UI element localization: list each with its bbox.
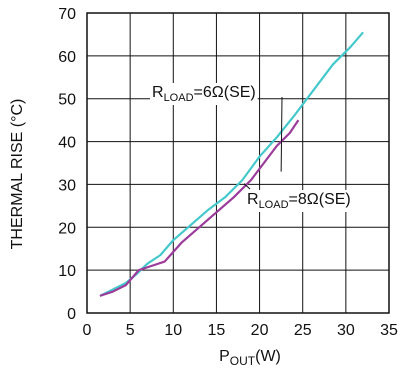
y-tick-label: 10 (58, 263, 76, 280)
annotation-6ohm-subscript: LOAD (164, 92, 194, 104)
annotation-6ohm-value: =6Ω(SE) (194, 84, 256, 101)
x-tick-label: 10 (164, 322, 182, 339)
x-tick-labels: 0 5 10 15 20 25 30 35 (83, 322, 398, 339)
annotation-8ohm: RLOAD=8Ω(SE) (247, 191, 351, 211)
x-tick-label: 35 (380, 322, 398, 339)
x-axis-title-p: P (219, 348, 230, 365)
x-tick-label: 30 (337, 322, 355, 339)
plot-frame (86, 12, 390, 314)
y-tick-label: 60 (58, 49, 76, 66)
y-tick-label: 20 (58, 220, 76, 237)
annotation-8ohm-background (245, 190, 353, 212)
series-line-2 (99, 119, 300, 297)
annotation-leaders (243, 96, 283, 190)
x-tick-label: 0 (83, 322, 92, 339)
annotation-8ohm-subscript: LOAD (259, 199, 289, 211)
x-tick-label: 25 (294, 322, 312, 339)
annotation-8ohm-value: =8Ω(SE) (289, 191, 351, 208)
annotation-8ohm-r: R (247, 191, 259, 208)
x-axis-title-unit: (W) (255, 348, 281, 365)
grid (86, 12, 390, 314)
series-line-1 (99, 31, 364, 297)
annotation-6ohm-leader (280, 96, 283, 172)
y-tick-labels: 0 10 20 30 40 50 60 70 (58, 6, 76, 323)
annotation-6ohm-background (150, 83, 258, 105)
x-tick-label: 20 (251, 322, 269, 339)
y-tick-label: 0 (67, 306, 76, 323)
x-axis-title-subscript: OUT (230, 354, 256, 368)
x-tick-label: 5 (126, 322, 135, 339)
annotation-6ohm: RLOAD=6Ω(SE) (152, 84, 256, 104)
y-tick-label: 50 (58, 92, 76, 109)
x-axis-title: POUT(W) (219, 348, 281, 368)
y-tick-label: 70 (58, 6, 76, 23)
series-group (99, 31, 364, 297)
x-tick-label: 15 (208, 322, 226, 339)
y-tick-label: 30 (58, 177, 76, 194)
y-tick-label: 40 (58, 135, 76, 152)
annotation-8ohm-leader (243, 183, 251, 190)
annotation-6ohm-r: R (152, 84, 164, 101)
y-axis-title: THERMAL RISE (°C) (9, 99, 26, 250)
